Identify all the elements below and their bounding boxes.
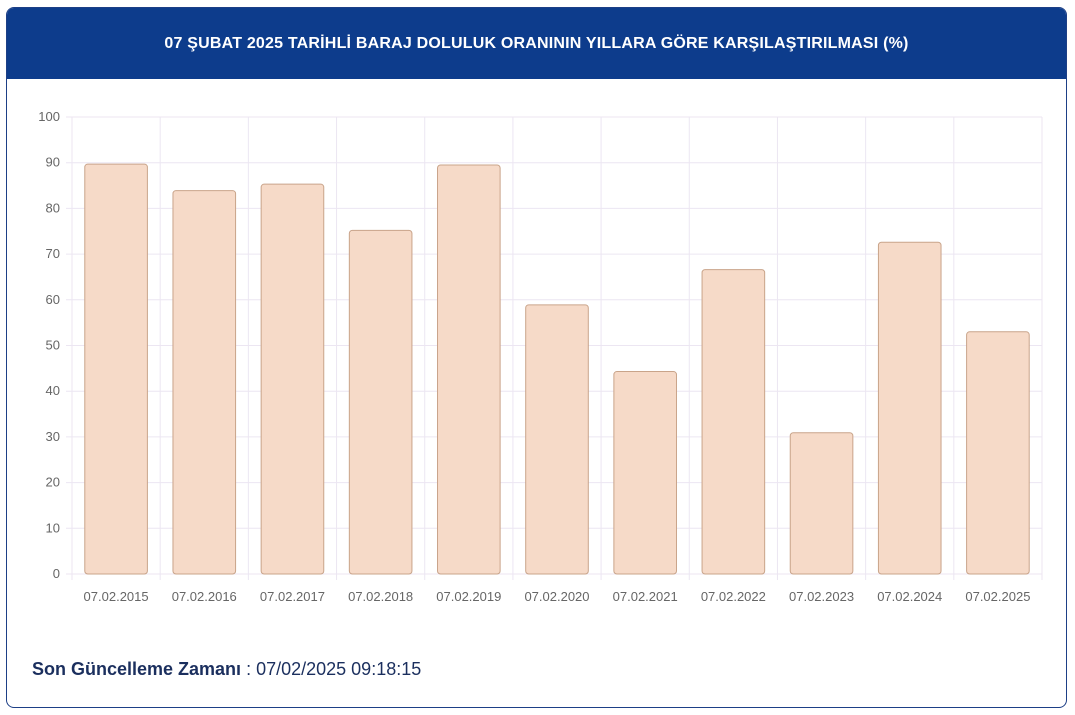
chart-card: 07 ŞUBAT 2025 TARİHLİ BARAJ DOLULUK ORAN… xyxy=(6,7,1067,708)
x-tick-label: 07.02.2022 xyxy=(701,589,766,604)
bar-07.02.2019[interactable] xyxy=(437,164,501,575)
y-tick-label: 70 xyxy=(46,246,60,261)
x-tick-label: 07.02.2025 xyxy=(965,589,1030,604)
y-tick-label: 20 xyxy=(46,475,60,490)
bar-chart: 0 10 20 30 40 50 60 70 80 90 100 07.02.2015 07.02.20… xyxy=(38,109,1043,604)
bar-07.02.2020[interactable] xyxy=(525,304,589,575)
last-update: Son Güncelleme Zamanı : 07/02/2025 09:18… xyxy=(32,659,421,680)
y-tick-label: 10 xyxy=(46,520,60,535)
x-tick-label: 07.02.2015 xyxy=(84,589,149,604)
x-tick-label: 07.02.2021 xyxy=(613,589,678,604)
bar-07.02.2017[interactable] xyxy=(260,183,325,575)
y-tick-label: 90 xyxy=(46,155,60,170)
chart-title: 07 ŞUBAT 2025 TARİHLİ BARAJ DOLULUK ORAN… xyxy=(7,8,1066,79)
x-tick-label: 07.02.2019 xyxy=(436,589,501,604)
x-tick-label: 07.02.2016 xyxy=(172,589,237,604)
y-tick-label: 80 xyxy=(46,200,60,215)
bar-07.02.2018[interactable] xyxy=(348,229,413,575)
last-update-separator: : xyxy=(241,659,257,679)
bar-07.02.2022[interactable] xyxy=(701,269,766,575)
x-tick-label: 07.02.2024 xyxy=(877,589,942,604)
y-tick-label: 50 xyxy=(46,338,60,353)
bar-07.02.2015[interactable] xyxy=(84,163,148,575)
bar-07.02.2023[interactable] xyxy=(789,432,854,575)
bar-07.02.2021[interactable] xyxy=(613,371,677,575)
y-tick-label: 60 xyxy=(46,292,60,307)
y-tick-label: 100 xyxy=(38,109,60,124)
bar-07.02.2016[interactable] xyxy=(172,190,237,575)
y-tick-label: 30 xyxy=(46,429,60,444)
bar-07.02.2024[interactable] xyxy=(877,241,942,575)
y-tick-label: 0 xyxy=(53,566,60,581)
x-tick-label: 07.02.2018 xyxy=(348,589,413,604)
bar-07.02.2025[interactable] xyxy=(966,331,1030,575)
last-update-value: 07/02/2025 09:18:15 xyxy=(256,659,422,679)
x-tick-label: 07.02.2023 xyxy=(789,589,854,604)
y-tick-label: 40 xyxy=(46,383,60,398)
x-tick-label: 07.02.2020 xyxy=(524,589,589,604)
x-tick-label: 07.02.2017 xyxy=(260,589,325,604)
last-update-label: Son Güncelleme Zamanı xyxy=(32,659,242,679)
